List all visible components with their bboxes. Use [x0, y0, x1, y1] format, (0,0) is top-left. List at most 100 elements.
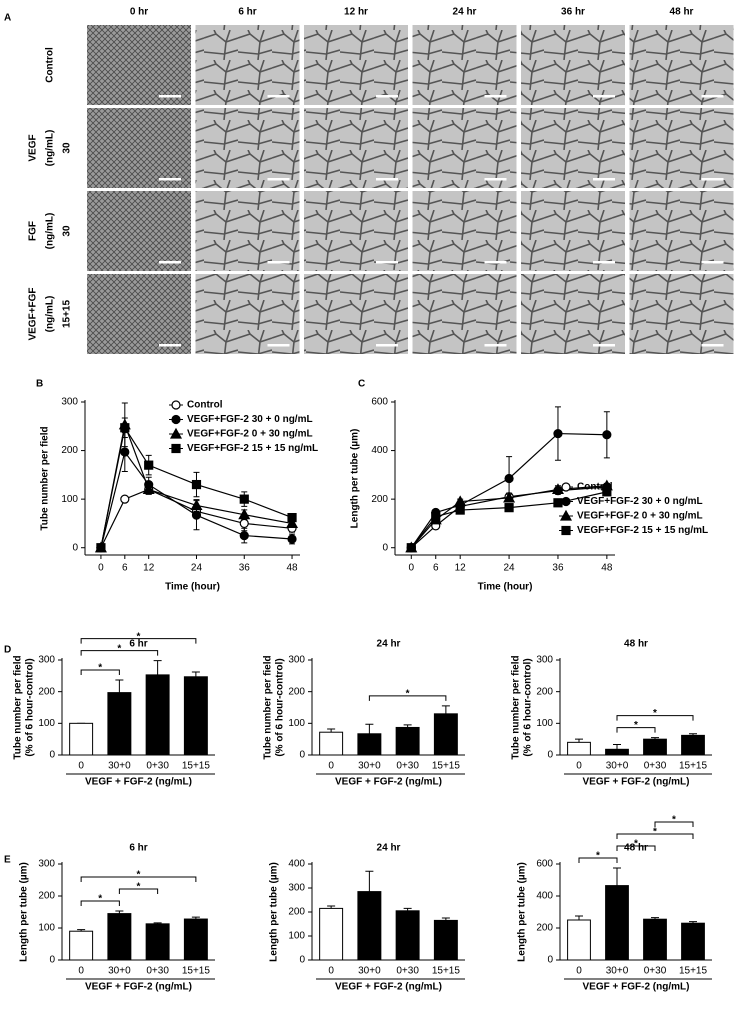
- significance-bracket: [616, 833, 694, 839]
- marker: [287, 534, 297, 544]
- significance-label: *: [653, 708, 657, 719]
- y-tick-label: 200: [371, 494, 388, 505]
- marker: [561, 496, 571, 507]
- scale-bar: [376, 178, 398, 181]
- row-label: (ng/mL): [45, 130, 56, 167]
- y-tick-label: 100: [61, 494, 78, 505]
- y-tick-label: 0: [547, 955, 553, 966]
- bar: [357, 733, 382, 756]
- y-axis-label: Length per tube (µm): [269, 862, 280, 962]
- scale-bar: [593, 261, 615, 264]
- error-bar: [613, 744, 621, 750]
- bar: [605, 748, 629, 756]
- marker: [286, 517, 299, 529]
- y-tick-label: 300: [38, 655, 55, 666]
- marker: [287, 512, 297, 523]
- marker: [553, 428, 563, 439]
- marker: [504, 503, 514, 513]
- micrograph: [412, 274, 517, 354]
- micrograph: [195, 108, 300, 188]
- micrograph: [521, 274, 625, 354]
- significance-bracket: [80, 669, 120, 675]
- x-tick-label: 36: [239, 563, 251, 574]
- y-tick-label: 0: [49, 955, 55, 966]
- marker: [238, 508, 251, 520]
- micrograph: [87, 25, 191, 105]
- scale-bar: [376, 261, 398, 264]
- x-tick-label: 0: [98, 563, 104, 574]
- x-tick-label: 6: [122, 563, 128, 574]
- y-axis-label: Length per tube (µm): [19, 862, 30, 962]
- marker: [406, 543, 416, 553]
- row-label: (ng/mL): [45, 296, 56, 333]
- y-axis-label: Length per tube (µm): [517, 862, 528, 962]
- bar: [69, 930, 94, 961]
- scale-bar: [484, 261, 507, 264]
- legend-label: VEGF+FGF-2 15 + 15 ng/mL: [187, 443, 318, 454]
- micrograph: [87, 274, 191, 354]
- significance-label: *: [98, 894, 102, 905]
- x-tick-label: 48: [286, 563, 298, 574]
- x-axis-label: Time (hour): [165, 582, 220, 593]
- marker: [239, 518, 249, 529]
- x-tick-label: 0+30: [396, 966, 419, 977]
- y-tick-label: 100: [536, 718, 553, 729]
- marker: [239, 530, 249, 541]
- micrograph: [521, 191, 625, 271]
- y-axis-label: Tube number per field: [263, 655, 274, 759]
- x-tick-label: 24: [504, 563, 516, 574]
- y-tick-label: 300: [38, 859, 55, 870]
- y-tick-label: 400: [288, 859, 305, 870]
- y-tick-label: 200: [536, 686, 553, 697]
- micrograph: [195, 25, 300, 105]
- legend-label: VEGF+FGF-2 0 + 30 ng/mL: [187, 429, 313, 440]
- chart-title: 24 hr: [377, 843, 401, 854]
- bar: [395, 726, 420, 756]
- bar: [183, 918, 208, 961]
- series-line: [100, 426, 293, 548]
- bar: [69, 722, 94, 756]
- legend-label: VEGF+FGF-2 15 + 15 ng/mL: [577, 525, 708, 536]
- row-label: 30: [62, 142, 73, 154]
- scale-bar: [159, 95, 181, 98]
- chart-title: 6 hr: [129, 639, 147, 650]
- marker: [96, 543, 106, 553]
- error-bar: [365, 870, 374, 892]
- micrograph: [87, 108, 191, 188]
- micrograph: [629, 191, 734, 271]
- scale-bar: [376, 344, 398, 347]
- x-tick-label: 0+30: [644, 966, 667, 977]
- x-tick-label: 30+0: [358, 966, 381, 977]
- series-line: [100, 450, 293, 548]
- significance-label: *: [406, 689, 410, 700]
- y-axis-label: (% of 6 hour-control): [25, 658, 36, 756]
- bar: [605, 885, 629, 961]
- significance-label: *: [634, 839, 638, 850]
- legend-label: Control: [187, 400, 223, 411]
- chart-title: 48 hr: [624, 639, 648, 650]
- marker: [171, 443, 181, 454]
- y-tick-label: 400: [371, 445, 388, 456]
- x-axis-label: VEGF + FGF-2 (ng/mL): [583, 777, 690, 788]
- bar: [433, 919, 458, 961]
- row-label: VEGF: [28, 134, 39, 161]
- scale-bar: [593, 344, 615, 347]
- x-tick-label: 0: [78, 966, 84, 977]
- x-tick-label: 6: [433, 563, 439, 574]
- y-tick-label: 100: [288, 718, 305, 729]
- significance-label: *: [137, 631, 141, 642]
- bar: [107, 692, 132, 756]
- micrograph: [629, 274, 734, 354]
- significance-bracket: [118, 888, 159, 895]
- marker: [239, 494, 249, 504]
- significance-bracket: [80, 876, 197, 883]
- y-tick-label: 300: [61, 397, 78, 408]
- y-tick-label: 200: [38, 891, 55, 902]
- y-tick-label: 100: [38, 718, 55, 729]
- significance-bracket: [80, 900, 120, 907]
- marker: [120, 494, 130, 504]
- scale-bar: [484, 95, 507, 98]
- scale-bar: [484, 178, 507, 181]
- column-label: 0 hr: [130, 7, 148, 18]
